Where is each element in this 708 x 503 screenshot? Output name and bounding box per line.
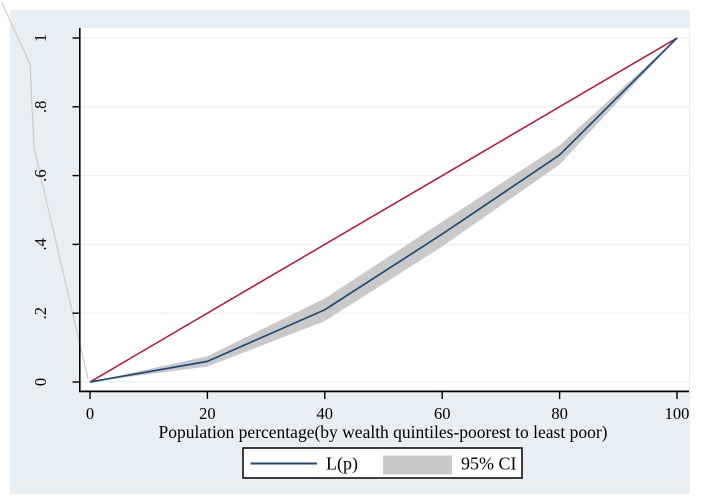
y-tick-label: .4 [31,238,50,250]
x-tick-label: 60 [434,404,451,423]
stray-ci-edge-line [1,2,89,380]
y-tick-label: 1 [31,34,50,42]
gridlines [79,37,689,383]
x-axis-title: Population percentage(by wealth quintile… [158,422,607,442]
x-axis-ticks [89,391,678,399]
axes [79,28,689,393]
y-tick-label: 0 [31,378,50,386]
legend-label-ci: 95% CI [461,454,517,474]
x-tick-label: 20 [199,404,216,423]
x-axis-tick-labels: 0 20 40 60 80 100 [86,404,690,423]
legend-box [242,447,523,479]
lorenz-curve-line [89,37,678,383]
x-tick-label: 40 [317,404,334,423]
x-tick-label: 0 [86,404,94,423]
y-tick-label: .2 [31,307,50,319]
legend-area-swatch [383,455,452,475]
y-tick-label: .6 [31,169,50,181]
x-tick-label: 80 [551,404,568,423]
data-series [89,37,678,383]
y-axis-tick-labels: 0 .2 .4 .6 .8 1 [31,34,50,386]
equality-line [89,37,678,383]
y-axis-ticks [72,37,80,383]
legend: L(p) 95% CI [242,447,523,479]
legend-label-lp: L(p) [326,454,358,475]
y-tick-label: .8 [31,101,50,113]
stray-ci-edge [1,2,89,380]
x-tick-label: 100 [665,404,690,423]
